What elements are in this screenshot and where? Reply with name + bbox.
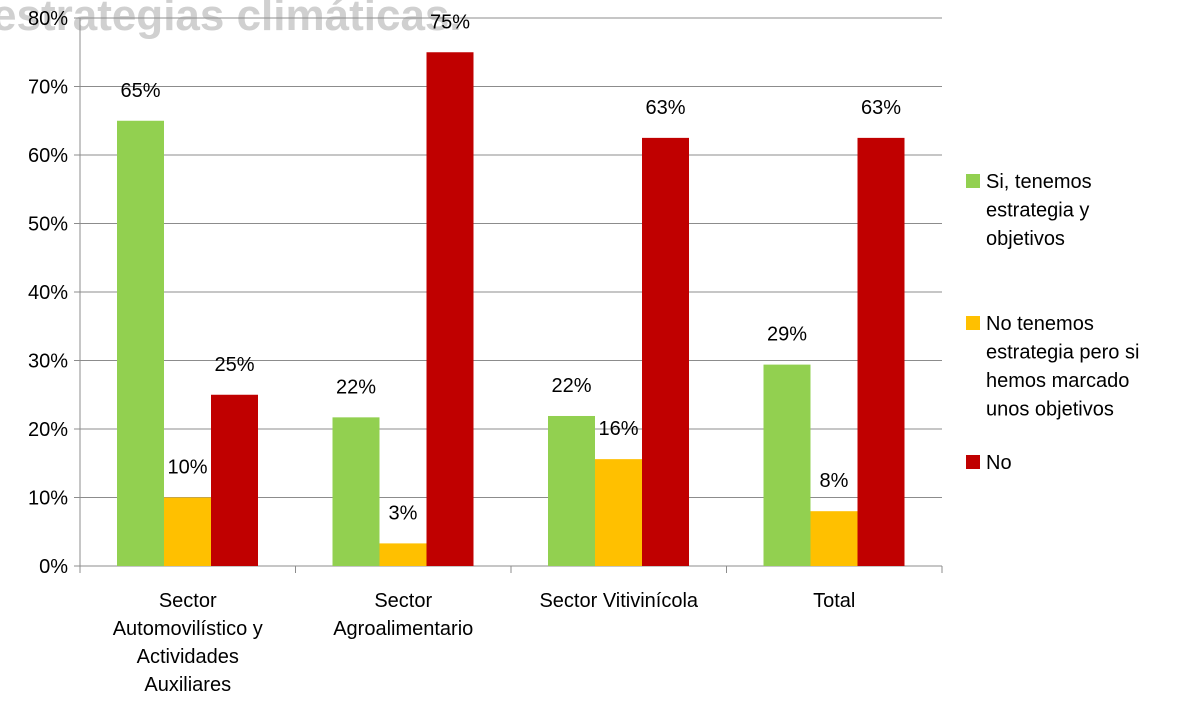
category-label: Sector Agroalimentario: [333, 590, 473, 640]
category-label: Sector Vitivinícola: [539, 590, 698, 612]
data-label: 16%: [598, 418, 638, 440]
y-tick-label: 70%: [28, 77, 68, 99]
legend-label: No: [986, 452, 1012, 474]
bar: [763, 364, 811, 566]
legend-label: No tenemos estrategia pero si hemos marcad…: [986, 313, 1139, 421]
y-tick-label: 80%: [28, 8, 68, 30]
data-label: 10%: [167, 457, 207, 479]
data-label: 22%: [551, 375, 591, 397]
y-tick-label: 0%: [39, 556, 68, 578]
legend-swatch: [966, 455, 980, 469]
y-tick-label: 10%: [28, 488, 68, 510]
data-label: 29%: [767, 324, 807, 346]
bar: [379, 543, 427, 566]
y-tick-label: 40%: [28, 282, 68, 304]
legend-swatch: [966, 174, 980, 188]
data-label: 22%: [336, 376, 376, 398]
data-label: 3%: [389, 502, 418, 524]
axes: 0% 10% 20% 30% 40% 50% 60% 70% 80%: [28, 8, 943, 578]
category-label: Total: [813, 590, 855, 612]
data-label: 65%: [120, 80, 160, 102]
data-label: 75%: [430, 11, 470, 33]
data-label: 8%: [820, 470, 849, 492]
bar: [642, 137, 689, 566]
bar: [117, 120, 164, 566]
legend-swatch: [966, 316, 980, 330]
bar: [211, 394, 258, 566]
bars: [117, 52, 905, 566]
bar: [332, 417, 380, 566]
category-labels: Sector Automovilístico y Actividades Auxili…: [113, 590, 856, 696]
bar: [857, 137, 905, 566]
y-tick-label: 50%: [28, 214, 68, 236]
y-tick-label: 20%: [28, 419, 68, 441]
bar: [164, 497, 211, 566]
gridlines: [80, 17, 942, 498]
bar: [548, 415, 595, 566]
data-label: 63%: [861, 97, 901, 119]
bar: [595, 459, 642, 566]
y-tick-label: 60%: [28, 145, 68, 167]
chart-title-clipped: estrategias climáticas.: [0, 0, 462, 40]
legend-label: Si, tenemos estrategia y objetivos: [986, 171, 1092, 250]
data-label: 25%: [214, 354, 254, 376]
y-tick-label: 30%: [28, 351, 68, 373]
bar: [810, 511, 858, 566]
category-label: Sector Automovilístico y Actividades Auxili…: [113, 590, 263, 696]
data-labels: 65% 22% 22% 29% 10% 3% 16% 8% 25% 75% 63% 63%: [120, 11, 901, 524]
data-label: 63%: [645, 97, 685, 119]
bar: [426, 52, 474, 566]
legend: Si, tenemos estrategia y objetivos No tenem…: [966, 171, 1139, 474]
